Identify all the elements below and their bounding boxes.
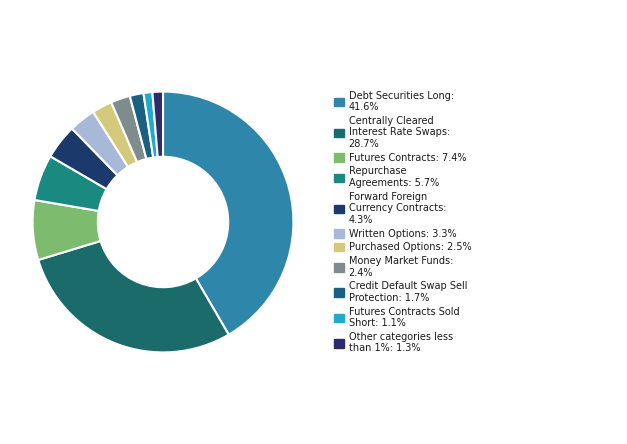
- Wedge shape: [33, 200, 101, 260]
- Wedge shape: [152, 91, 163, 157]
- Wedge shape: [93, 102, 137, 167]
- Wedge shape: [50, 129, 117, 189]
- Wedge shape: [34, 156, 107, 211]
- Legend: Debt Securities Long:
41.6%, Centrally Cleared
Interest Rate Swaps:
28.7%, Futur: Debt Securities Long: 41.6%, Centrally C…: [334, 91, 472, 353]
- Wedge shape: [163, 91, 293, 335]
- Wedge shape: [72, 112, 128, 175]
- Wedge shape: [130, 93, 153, 159]
- Wedge shape: [144, 92, 158, 158]
- Wedge shape: [38, 241, 229, 353]
- Wedge shape: [111, 96, 147, 162]
